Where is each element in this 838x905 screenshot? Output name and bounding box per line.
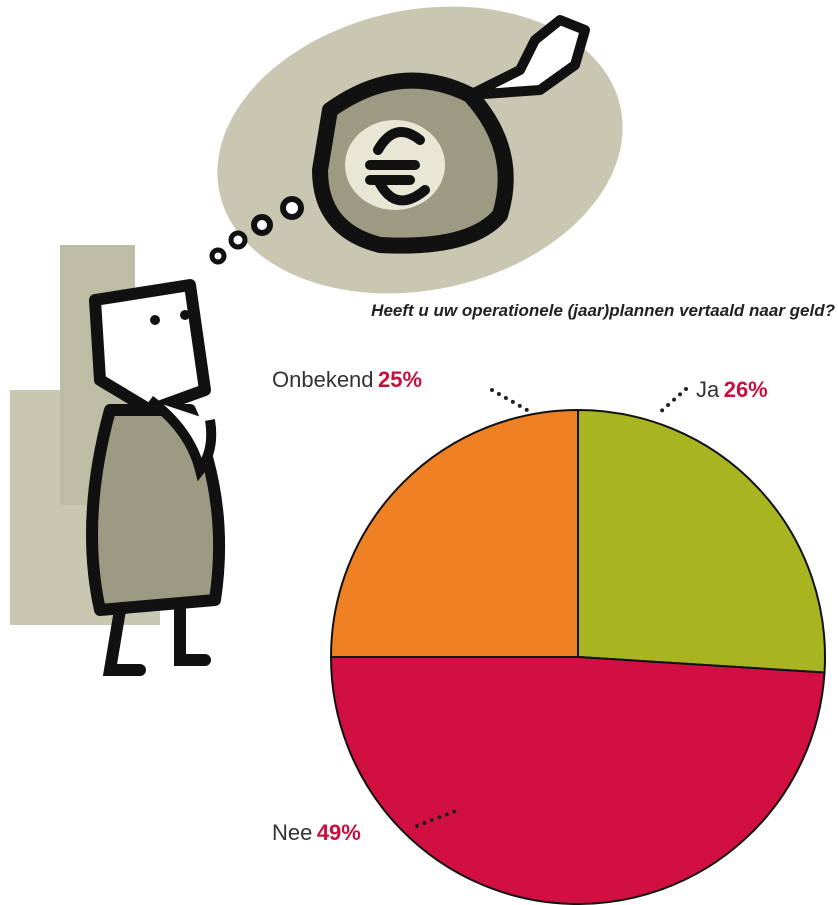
- value-label: 25%: [378, 367, 422, 392]
- data-label: Onbekend 25%: [272, 367, 422, 392]
- pie-slice: [331, 657, 825, 904]
- pie-slice: [578, 410, 825, 673]
- value-label: 26%: [724, 377, 768, 402]
- pie-slice: [331, 410, 578, 657]
- leader-line: [492, 390, 527, 410]
- category-label: Onbekend: [272, 367, 374, 392]
- page: Heeft u uw operationele (jaar)plannen ve…: [0, 0, 838, 905]
- data-label: Ja 26%: [696, 377, 768, 402]
- value-label: 49%: [317, 820, 361, 845]
- chart-title: Heeft u uw operationele (jaar)plannen ve…: [371, 301, 835, 320]
- category-label: Nee: [272, 820, 312, 845]
- data-label: Nee 49%: [272, 820, 361, 845]
- category-label: Ja: [696, 377, 720, 402]
- leader-line: [658, 389, 686, 414]
